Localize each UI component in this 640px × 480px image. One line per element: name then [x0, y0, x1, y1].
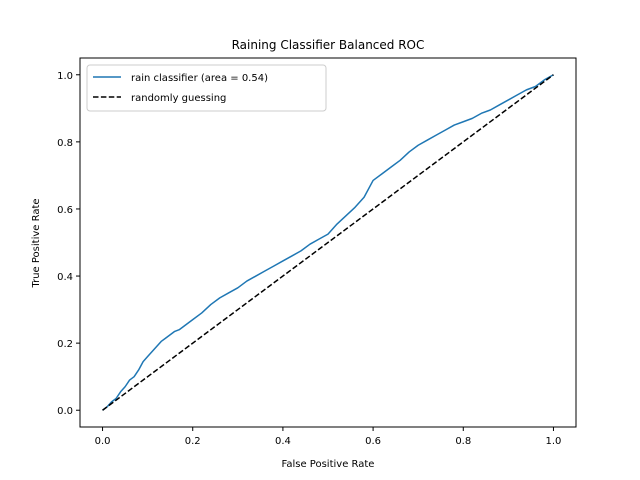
legend-frame: [86, 64, 327, 112]
legend-label-randomly-guessing: randomly guessing: [131, 93, 226, 104]
plot-area: [79, 57, 577, 428]
chart-title: Raining Classifier Balanced ROC: [232, 38, 425, 52]
y-tick-label: 0.8: [57, 138, 73, 149]
y-tick-label: 0.4: [57, 272, 73, 283]
legend-label-rain-classifier: rain classifier (area = 0.54): [131, 73, 268, 84]
y-tick-label: 0.6: [57, 205, 73, 216]
y-axis-ticks: 0.0 0.2 0.4 0.6 0.8 1.0: [57, 71, 80, 417]
x-tick-label: 0.2: [185, 436, 201, 447]
x-tick-label: 0.8: [455, 436, 471, 447]
y-tick-label: 1.0: [57, 71, 73, 82]
x-axis-label: False Positive Rate: [282, 459, 375, 470]
series-line-randomly-guessing: [102, 74, 554, 411]
x-tick-label: 0.4: [275, 436, 291, 447]
x-tick-label: 0.0: [95, 436, 111, 447]
legend: rain classifier (area = 0.54) randomly g…: [86, 64, 327, 112]
y-tick-label: 0.0: [57, 406, 73, 417]
x-tick-label: 1.0: [546, 436, 562, 447]
x-axis-ticks: 0.0 0.2 0.4 0.6 0.8 1.0: [95, 427, 562, 447]
y-axis-label: True Positive Rate: [31, 198, 42, 288]
axes-frame: [79, 57, 577, 428]
series-line-rain-classifier: [102, 74, 554, 411]
y-tick-label: 0.2: [57, 339, 73, 350]
x-tick-label: 0.6: [365, 436, 381, 447]
